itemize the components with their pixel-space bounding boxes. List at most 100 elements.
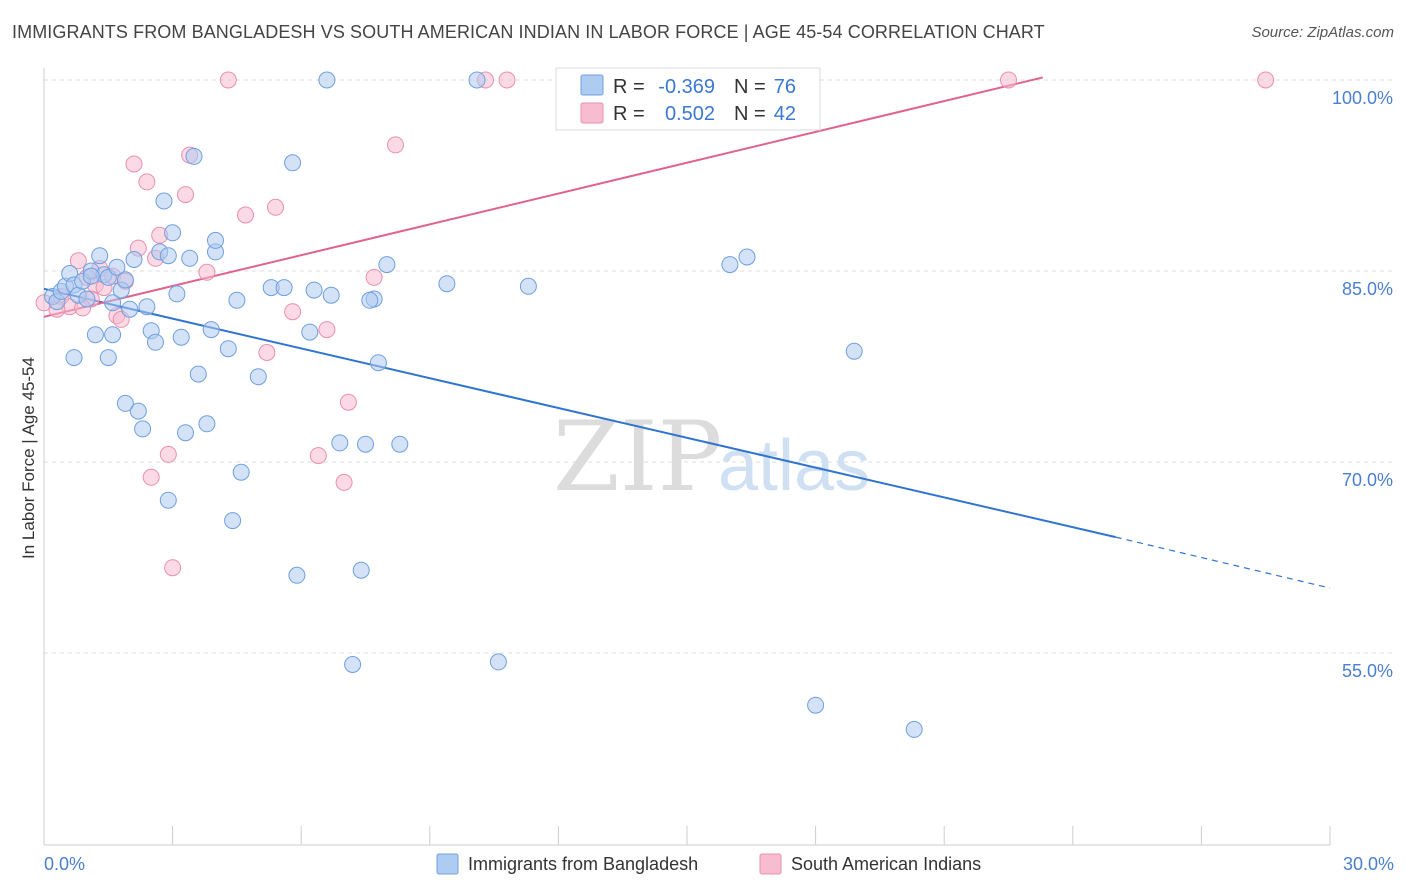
legend-swatch-pink — [580, 102, 604, 124]
point-bangladesh — [65, 349, 83, 367]
point-bangladesh — [177, 424, 194, 442]
point-bangladesh — [369, 354, 387, 372]
point-bangladesh — [489, 653, 507, 671]
y-tick-labels: 55.0% 70.0% 85.0% 100.0% — [1332, 88, 1393, 681]
point-bangladesh — [78, 290, 96, 308]
point-bangladesh — [155, 192, 173, 210]
series-legend-swatch-pink — [759, 853, 782, 875]
point-bangladesh — [116, 394, 134, 412]
point-south-american-indians — [159, 445, 177, 463]
trend-line-south-american-indians — [43, 76, 1044, 318]
point-bangladesh — [91, 247, 109, 265]
series-legend-swatch-blue — [436, 853, 459, 875]
point-south-american-indians — [498, 71, 516, 89]
point-bangladesh — [519, 277, 537, 295]
point-bangladesh — [147, 333, 164, 351]
point-bangladesh — [249, 368, 267, 386]
point-south-american-indians — [387, 136, 404, 154]
point-bangladesh — [159, 247, 177, 265]
trend-line-bangladesh-extension — [1115, 536, 1331, 589]
point-bangladesh — [318, 71, 336, 89]
point-bangladesh — [108, 258, 126, 276]
point-bangladesh — [159, 491, 177, 509]
point-south-american-indians — [219, 71, 237, 89]
series-legend-label: Immigrants from Bangladesh — [468, 854, 698, 874]
point-bangladesh — [202, 321, 220, 339]
y-tick-label: 100.0% — [1332, 88, 1393, 108]
point-bangladesh — [129, 402, 147, 420]
point-south-american-indians — [335, 473, 353, 491]
point-bangladesh — [438, 275, 456, 293]
point-south-american-indians — [284, 303, 302, 321]
point-bangladesh — [189, 365, 207, 383]
chart-title: IMMIGRANTS FROM BANGLADESH VS SOUTH AMER… — [12, 22, 1045, 42]
point-south-american-indians — [125, 155, 143, 173]
series-legend-label: South American Indians — [791, 854, 981, 874]
point-south-american-indians — [164, 559, 182, 577]
point-bangladesh — [344, 656, 362, 673]
legend-r-label: R = — [613, 103, 645, 125]
point-bangladesh — [104, 294, 122, 312]
point-bangladesh — [224, 512, 242, 530]
point-south-american-indians — [237, 206, 254, 224]
legend-r-label: R = — [613, 76, 645, 98]
legend-r-value: -0.369 — [658, 76, 715, 98]
point-south-american-indians — [267, 198, 284, 216]
watermark-zip: ZIP — [553, 401, 722, 513]
chart-source: Source: ZipAtlas.com — [1251, 24, 1394, 41]
point-south-american-indians — [177, 186, 194, 204]
point-bangladesh — [361, 291, 379, 309]
point-bangladesh — [322, 286, 340, 304]
point-bangladesh — [357, 435, 374, 453]
point-bangladesh — [82, 267, 100, 285]
point-bangladesh — [125, 251, 143, 268]
watermark-atlas: atlas — [718, 426, 870, 506]
point-bangladesh — [378, 256, 396, 274]
point-bangladesh — [284, 154, 302, 172]
point-south-american-indians — [309, 447, 327, 465]
point-bangladesh — [331, 434, 349, 452]
point-bangladesh — [738, 248, 756, 266]
x-tick-label-min: 0.0% — [44, 854, 85, 874]
point-bangladesh — [86, 326, 104, 344]
point-bangladesh — [134, 420, 152, 438]
point-bangladesh — [228, 291, 246, 309]
y-tick-label: 70.0% — [1342, 470, 1393, 490]
point-south-american-indians — [69, 252, 87, 270]
point-bangladesh — [219, 340, 237, 358]
point-south-american-indians — [339, 393, 357, 411]
point-south-american-indians — [1257, 71, 1275, 89]
point-south-american-indians — [258, 344, 276, 361]
point-bangladesh — [116, 271, 134, 289]
point-bangladesh — [468, 71, 486, 89]
legend-n-value: 42 — [774, 103, 796, 125]
point-bangladesh — [172, 328, 190, 346]
legend-swatch-blue — [580, 74, 604, 96]
point-bangladesh — [185, 147, 203, 165]
trend-line-bangladesh — [43, 287, 1116, 539]
point-bangladesh — [232, 463, 250, 481]
point-bangladesh — [301, 323, 319, 341]
legend: R = -0.369 N = 76 R = 0.502 N = 42 — [555, 67, 821, 131]
point-bangladesh — [352, 561, 370, 579]
point-bangladesh — [104, 326, 122, 344]
point-bangladesh — [845, 342, 863, 360]
legend-n-label: N = — [734, 76, 766, 98]
y-tick-label: 85.0% — [1342, 279, 1393, 299]
watermark: ZIP atlas — [553, 401, 870, 513]
point-bangladesh — [807, 696, 825, 714]
legend-n-label: N = — [734, 103, 766, 125]
legend-n-value: 76 — [774, 76, 796, 98]
point-bangladesh — [138, 298, 156, 316]
point-bangladesh — [905, 720, 923, 738]
point-bangladesh — [288, 566, 306, 584]
point-south-american-indians — [1000, 71, 1017, 89]
point-bangladesh — [198, 415, 216, 433]
point-bangladesh — [181, 249, 199, 267]
point-bangladesh — [305, 281, 323, 299]
point-south-american-indians — [318, 321, 336, 339]
legend-r-value: 0.502 — [665, 103, 715, 125]
point-south-american-indians — [138, 173, 156, 191]
y-tick-label: 55.0% — [1342, 661, 1393, 681]
